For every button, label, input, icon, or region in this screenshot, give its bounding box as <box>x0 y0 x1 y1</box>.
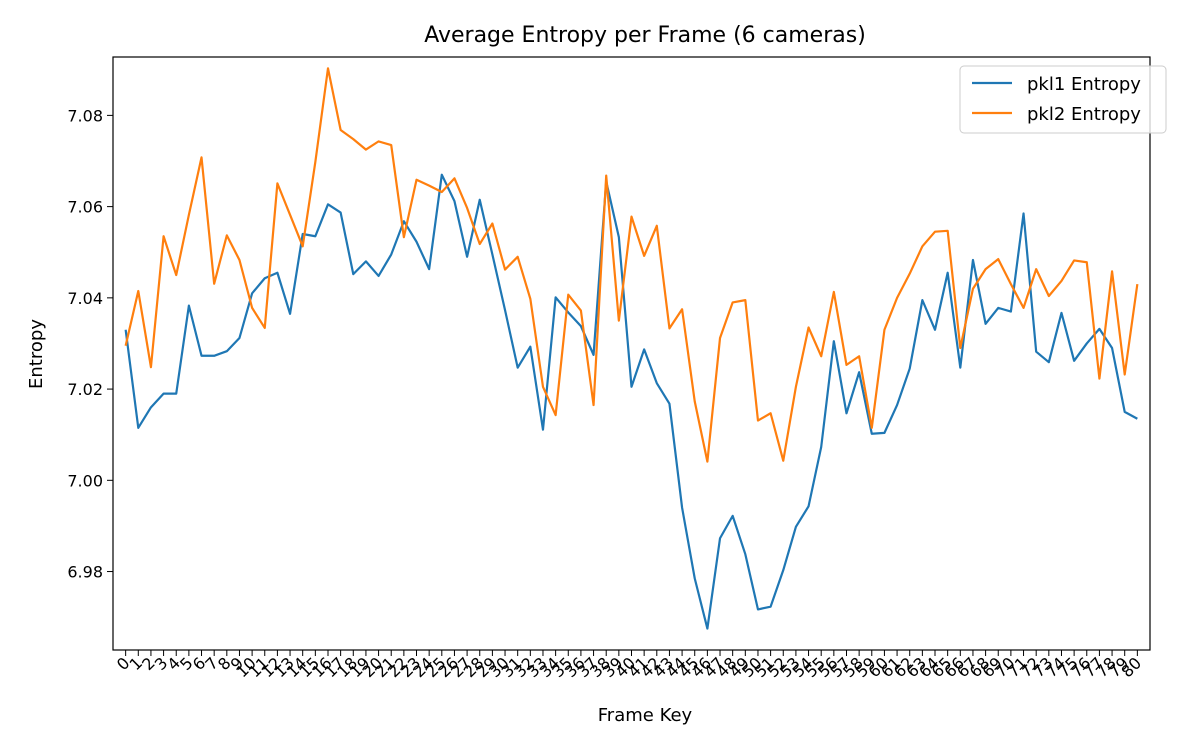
chart-title: Average Entropy per Frame (6 cameras) <box>424 23 866 48</box>
y-tick-label: 7.00 <box>67 471 103 490</box>
x-axis-ticks: 0123456789101112131415161718192021222324… <box>113 650 1145 681</box>
x-axis-label: Frame Key <box>598 705 693 726</box>
y-tick-label: 6.98 <box>67 563 103 582</box>
legend-label: pkl2 Entropy <box>1027 104 1141 125</box>
y-tick-label: 7.04 <box>67 289 103 308</box>
y-axis-label: Entropy <box>26 319 47 389</box>
y-axis-ticks: 6.98 7.00 7.02 7.04 7.06 7.08 <box>67 106 113 582</box>
series-layer <box>124 67 1139 630</box>
series-line-1 <box>124 173 1138 630</box>
y-tick-label: 7.02 <box>67 380 103 399</box>
legend-label: pkl1 Entropy <box>1027 74 1141 95</box>
plot-area <box>112 56 1151 651</box>
legend: pkl1 Entropy pkl2 Entropy <box>959 65 1167 134</box>
y-tick-label: 7.06 <box>67 198 103 217</box>
legend-entries: pkl1 Entropy pkl2 Entropy <box>972 74 1141 125</box>
y-tick-label: 7.08 <box>67 106 103 125</box>
series-line-2 <box>124 67 1139 463</box>
plot-frame <box>112 56 1151 651</box>
